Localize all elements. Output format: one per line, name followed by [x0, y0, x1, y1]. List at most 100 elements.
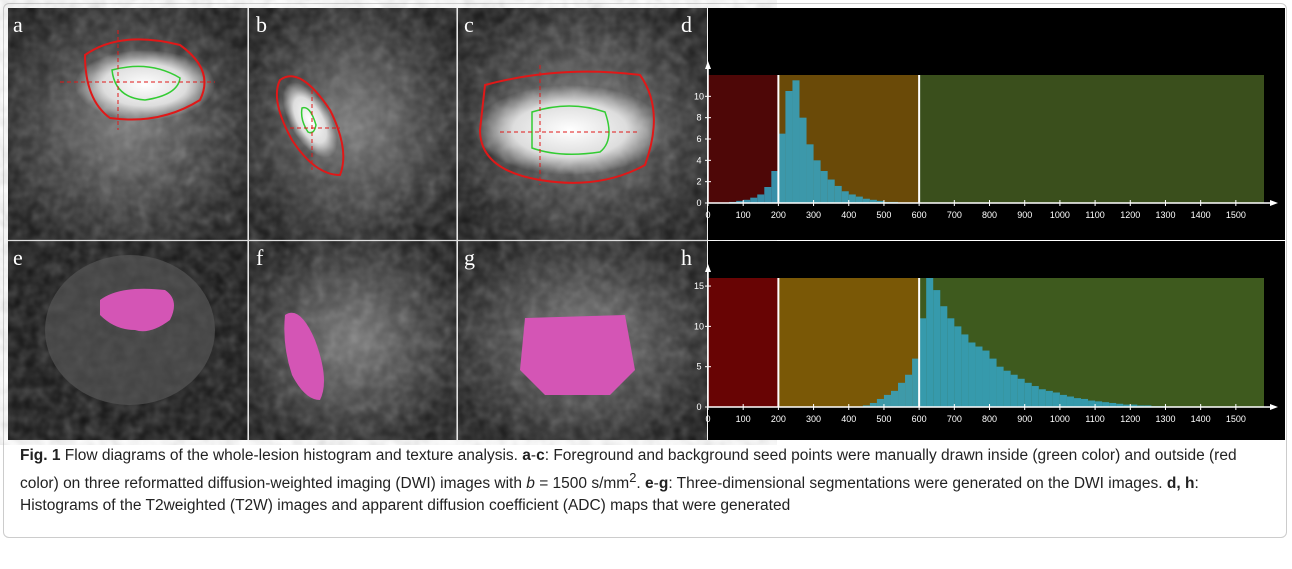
histogram-bar [835, 186, 842, 203]
x-tick-label: 1300 [1155, 210, 1175, 220]
histogram-bar [912, 359, 919, 407]
histogram-bar [1046, 391, 1053, 407]
x-tick-label: 400 [841, 210, 856, 220]
x-tick-label: 1100 [1085, 414, 1104, 424]
x-tick-label: 900 [1017, 414, 1032, 424]
panel-label: a [13, 12, 23, 37]
histogram-bar [1032, 386, 1039, 407]
x-tick-label: 300 [806, 414, 821, 424]
histogram-bar [1039, 389, 1046, 407]
figure: abcdefgh 0100200300400500600700800900100… [0, 0, 1292, 445]
y-tick-label: 4 [696, 155, 701, 165]
caption-text: d, h [1167, 475, 1195, 492]
caption-text: g [659, 475, 668, 492]
histogram-bar [926, 278, 933, 407]
histogram-bar [1067, 397, 1074, 407]
histogram-bar [771, 171, 778, 203]
x-tick-label: 1400 [1191, 210, 1211, 220]
x-tick-label: 1000 [1050, 414, 1070, 424]
x-tick-label: 900 [1017, 210, 1032, 220]
histogram-bar [940, 306, 947, 407]
x-tick-label: 200 [771, 414, 786, 424]
histogram-bar [961, 334, 968, 407]
histogram-bar [891, 391, 898, 407]
histogram-bar [1095, 401, 1102, 407]
caption-text: a [522, 447, 531, 464]
histogram-bar [997, 367, 1004, 407]
y-tick-label: 0 [696, 402, 701, 412]
panel-label: f [256, 245, 264, 270]
histogram-bar [1088, 401, 1095, 407]
histogram-bar [1074, 398, 1081, 407]
histogram-bar [764, 187, 771, 203]
histogram-bar [1081, 399, 1088, 407]
histogram-bar [785, 91, 792, 203]
y-tick-label: 2 [696, 177, 701, 187]
histogram-bar [750, 198, 757, 203]
x-tick-label: 800 [982, 414, 997, 424]
histogram-bar [778, 134, 785, 203]
x-tick-label: 1300 [1155, 414, 1175, 424]
histogram-bar [792, 80, 799, 203]
histogram-bar [947, 318, 954, 407]
histogram-bar [828, 180, 835, 203]
x-tick-label: 1500 [1226, 414, 1246, 424]
y-tick-label: 6 [696, 134, 701, 144]
histogram-bar [982, 351, 989, 407]
lesion [475, 85, 665, 175]
histogram-bar [814, 160, 821, 203]
caption-text: = 1500 s/mm [535, 475, 629, 492]
histogram-bar [975, 347, 982, 407]
x-tick-label: 100 [736, 414, 751, 424]
x-tick-label: 700 [947, 210, 962, 220]
x-tick-label: 0 [705, 414, 710, 424]
x-tick-label: 400 [841, 414, 856, 424]
x-tick-label: 0 [705, 210, 710, 220]
histogram-bar [757, 194, 764, 203]
x-tick-label: 1500 [1226, 210, 1246, 220]
x-tick-label: 1400 [1191, 414, 1211, 424]
panel-label: c [464, 12, 474, 37]
y-tick-label: 15 [694, 281, 704, 291]
y-tick-label: 10 [694, 91, 704, 101]
caption-text: b [526, 475, 535, 492]
x-tick-label: 100 [736, 210, 751, 220]
panel-label: h [681, 245, 692, 270]
histogram-bar [842, 191, 849, 203]
y-tick-label: 8 [696, 113, 701, 123]
histogram-bar [933, 290, 940, 407]
histogram-bar [799, 118, 806, 203]
y-tick-label: 0 [696, 198, 701, 208]
histogram-bar [1060, 395, 1067, 407]
histogram-bar [968, 343, 975, 408]
x-tick-label: 1100 [1085, 210, 1104, 220]
x-tick-label: 600 [912, 414, 927, 424]
x-tick-label: 1000 [1050, 210, 1070, 220]
histogram-bar [821, 171, 828, 203]
histogram-bar [919, 318, 926, 407]
x-tick-label: 600 [912, 210, 927, 220]
caption-text: . [636, 475, 645, 492]
x-tick-label: 800 [982, 210, 997, 220]
caption-text: Flow diagrams of the whole-lesion histog… [65, 447, 522, 464]
panel-label: d [681, 12, 692, 37]
caption-text: : Three-dimensional segmentations were g… [668, 475, 1167, 492]
tissue [45, 255, 215, 405]
histogram-bar [1018, 379, 1025, 407]
histogram-bar [990, 359, 997, 407]
histogram-bar [849, 194, 856, 203]
region [708, 75, 778, 203]
caption-label: Fig. 1 [20, 447, 60, 464]
x-tick-label: 1200 [1120, 414, 1140, 424]
caption-text: e [645, 475, 654, 492]
histogram-bar [905, 375, 912, 407]
region [919, 75, 1264, 203]
caption: Fig. 1 Flow diagrams of the whole-lesion… [20, 445, 1270, 517]
histogram-bar [1004, 371, 1011, 407]
lesion [75, 50, 215, 120]
caption-text: c [536, 447, 545, 464]
histogram-bar [898, 383, 905, 407]
x-tick-label: 200 [771, 210, 786, 220]
histogram-bar [1025, 383, 1032, 407]
page: abcdefgh 0100200300400500600700800900100… [0, 0, 1292, 569]
